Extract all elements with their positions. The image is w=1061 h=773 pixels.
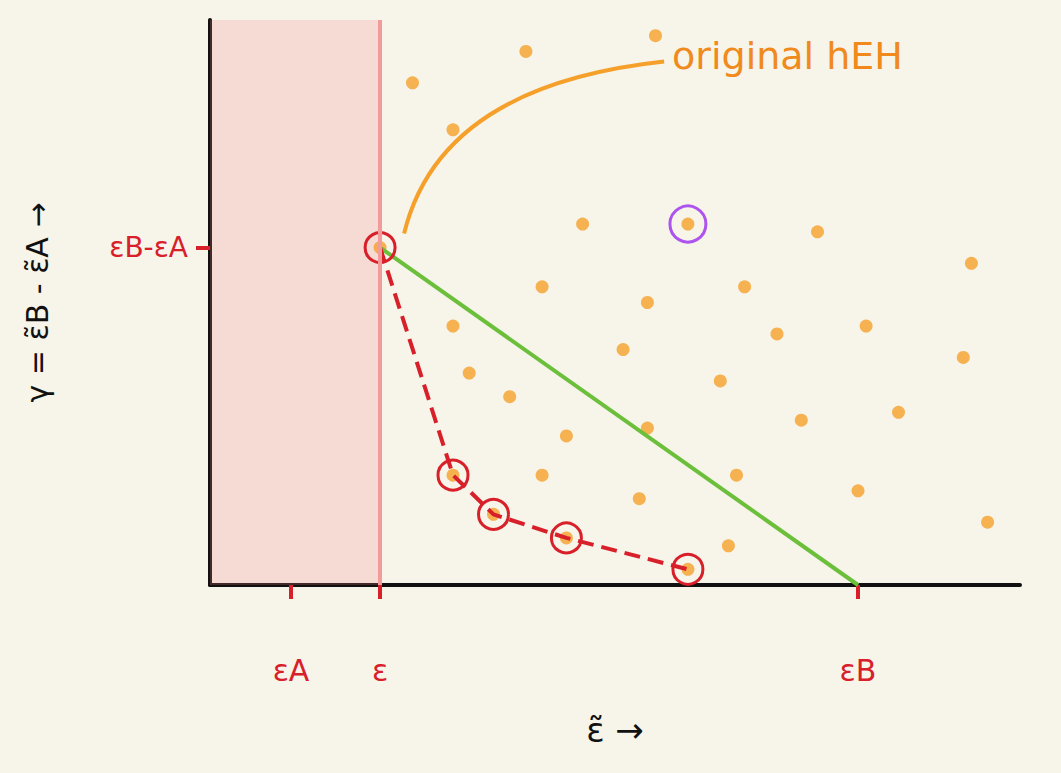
svg-text:γ = ε̃B - ε̃A →: γ = ε̃B - ε̃A →	[20, 202, 55, 402]
svg-text:ε̃ →: ε̃ →	[586, 710, 644, 750]
svg-text:εB-εA: εB-εA	[109, 231, 188, 264]
svg-text:ε: ε	[372, 653, 388, 688]
svg-text:εA: εA	[273, 653, 310, 688]
svg-text:original hEH: original hEH	[672, 34, 903, 78]
svg-text:εB: εB	[840, 653, 877, 688]
